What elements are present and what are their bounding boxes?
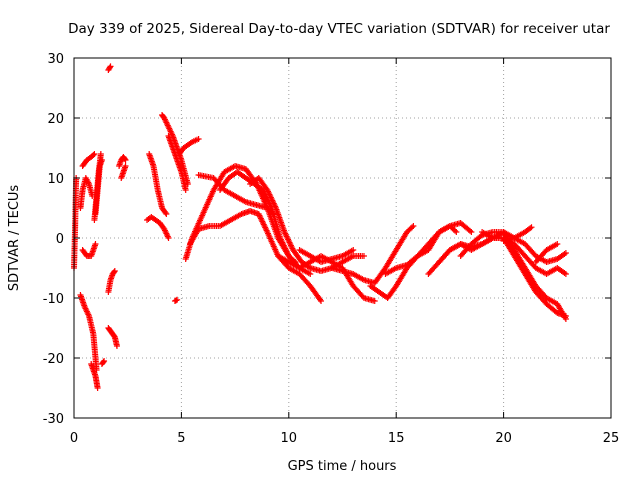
x-tick-label: 25 [603,431,620,446]
series-track-22 [186,208,325,304]
data-point [409,224,416,231]
series-track-10 [105,63,114,73]
x-tick-label: 15 [388,431,405,446]
data-point [98,157,105,163]
data-point [562,313,569,319]
y-tick-label: 0 [56,232,64,247]
series-track-20 [171,296,181,304]
data-point [100,359,107,365]
data-point [90,152,97,158]
data-point [122,157,129,163]
series-track-16 [144,214,172,241]
x-axis-label: GPS time / hours [288,459,397,474]
data-point [318,298,325,304]
data-point [360,253,367,259]
data-point [111,268,118,274]
series-track-12 [105,325,120,349]
series-track-02 [77,292,100,373]
x-tick-label: 20 [495,431,512,446]
data-point [101,358,108,364]
data-point [307,271,314,277]
data-point [165,235,172,241]
data-point [111,269,118,275]
data-point [453,229,460,235]
axes-layer: 0 5 10 15 20 25 -30 -20 -10 0 10 20 30 [43,52,620,446]
data-point [410,223,417,229]
series-track-35 [500,224,535,244]
data-point [554,241,561,247]
series-track-15 [146,151,170,217]
data-point [163,211,170,217]
data-point [452,227,459,234]
series-track-04 [77,175,96,211]
data-point [562,250,569,256]
grid-layer [74,58,611,418]
data-point [562,271,569,277]
data-point [528,224,535,231]
marks-layer [71,63,569,391]
series-track-14 [118,163,129,181]
data-point [195,136,202,142]
series-track-31 [425,235,569,277]
data-point [107,63,114,70]
y-tick-label: 10 [47,172,64,187]
y-tick-label: -30 [43,412,64,427]
data-point [317,296,324,303]
y-tick-label: 20 [47,112,64,127]
series-track-19 [176,136,202,157]
y-tick-label: -20 [43,352,64,367]
series-track-01 [71,175,80,271]
x-tick-label: 10 [281,431,298,446]
series-track-08 [92,157,105,217]
series-track-13 [116,154,129,169]
data-point [468,229,475,235]
series-track-30 [382,220,475,277]
data-point [162,209,169,216]
series-track-18 [165,133,189,193]
series-track-11 [105,268,118,295]
data-point [91,151,98,157]
y-tick-label: -10 [43,292,64,307]
data-point [122,163,129,169]
data-point [121,156,128,162]
x-tick-label: 0 [70,431,78,446]
data-point [113,343,120,349]
series-track-24 [217,169,314,277]
series-track-28 [328,223,417,286]
y-tick-label: 30 [47,52,64,67]
series-track-05 [79,151,98,169]
data-point [94,385,101,391]
series-track-25 [247,175,367,274]
data-point [182,187,189,193]
series-track-06 [79,241,99,259]
data-point [467,227,474,234]
data-point [92,241,99,247]
y-axis-label: SDTVAR / TECUs [7,185,22,292]
data-point [527,225,534,232]
data-point [174,296,181,303]
data-point [97,151,104,157]
series-track-09 [98,358,108,367]
data-point [371,298,378,304]
chart-title: Day 339 of 2025, Sidereal Day-to-day VTE… [68,21,610,37]
series-track-03 [88,361,101,391]
x-tick-label: 5 [177,431,185,446]
data-point [350,247,357,253]
series-track-36 [532,241,561,265]
data-point [106,64,113,71]
series-track-27 [296,247,357,265]
